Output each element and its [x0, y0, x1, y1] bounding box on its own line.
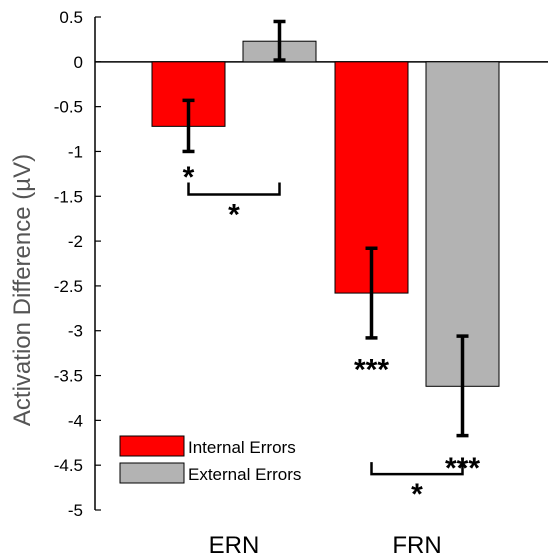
bracket-significance-mark: * [228, 198, 240, 231]
y-tick-label: 0.5 [59, 8, 83, 27]
y-tick-label: -2.5 [54, 277, 83, 296]
legend-label: External Errors [188, 465, 301, 484]
significance-mark: *** [354, 354, 389, 387]
y-axis-label: Activation Difference (µV) [9, 154, 36, 426]
legend-swatch [119, 462, 185, 484]
y-tick-label: -3 [68, 322, 83, 341]
significance-layer: ********* [183, 161, 481, 511]
bar [425, 61, 500, 387]
y-tick-label: -3.5 [54, 367, 83, 386]
y-tick-label: -0.5 [54, 98, 83, 117]
bracket-significance-mark: * [411, 478, 423, 511]
significance-bracket [370, 462, 464, 476]
x-category-label: ERN [209, 532, 260, 559]
x-category-label: FRN [392, 532, 441, 559]
y-tick-label: -4.5 [54, 456, 83, 475]
legend: Internal Errors External Errors [119, 435, 301, 484]
y-tick-label: -2 [68, 232, 83, 251]
y-tick-label: 0 [74, 53, 83, 72]
y-tick-label: -1 [68, 142, 83, 161]
error-bars-layer [182, 19, 469, 438]
y-tick-label: -1.5 [54, 187, 83, 206]
y-tick-label: -4 [68, 411, 83, 430]
legend-swatch [119, 435, 185, 457]
significance-bracket [187, 182, 281, 196]
bars-layer [151, 40, 500, 387]
axes-layer: 0.5 0 -0.5 -1 -1.5 -2 -2.5 -3 -3.5 -4 -4.5 -5 ERN FRN [54, 8, 548, 559]
significance-mark: * [183, 161, 195, 194]
y-tick-label: -5 [68, 501, 83, 520]
legend-label: Internal Errors [188, 438, 296, 457]
